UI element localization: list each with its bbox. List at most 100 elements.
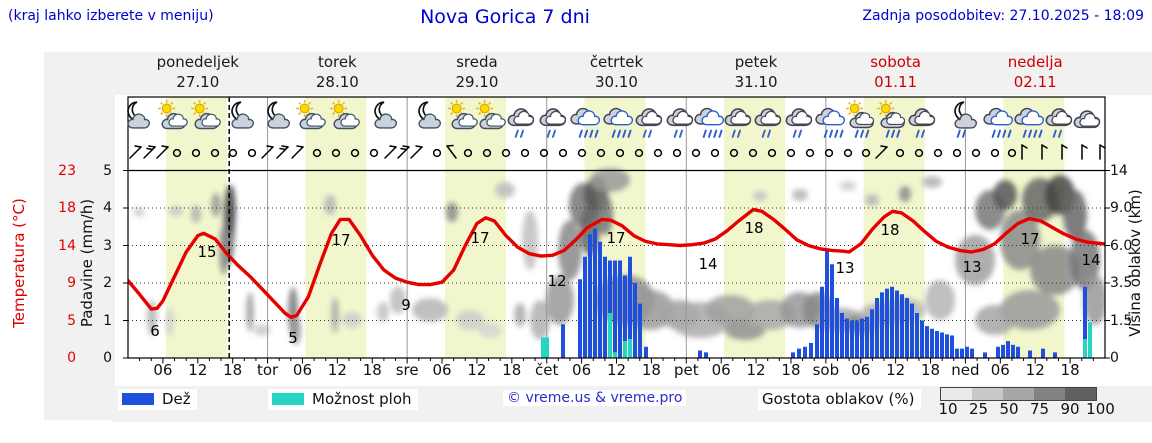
tick-label: 2 [103, 275, 112, 291]
copyright-text: © vreme.us & vreme.pro [503, 390, 687, 406]
svg-text:15: 15 [197, 243, 216, 261]
weather-icon-mc [259, 99, 295, 139]
day-header-torek: torek 28.10 [315, 53, 359, 91]
day-header-band: ponedeljek 27.10 torek 28.10 sreda 29.10 četrt… [113, 52, 1152, 95]
weather-icon-sr [844, 99, 880, 139]
left-axis-gutter [44, 52, 115, 420]
wind-barb-icon [127, 143, 145, 161]
weather-icon-c [1070, 99, 1106, 139]
wind-calm-icon [668, 143, 686, 161]
time-tick-label: čet [535, 361, 559, 379]
wind-calm-icon [187, 143, 205, 161]
weather-icon-r [782, 99, 818, 139]
wind-calm-icon [554, 143, 572, 161]
temperature-value-labels: 6 15 5 17 9 17 12 17 14 18 13 18 13 17 14 [150, 219, 1100, 347]
cloud-density-number: 25 [968, 400, 989, 418]
svg-text:12: 12 [547, 272, 566, 290]
day-header-nedelja: nedelja 02.11 [1007, 53, 1063, 91]
wind-calm-icon [206, 143, 224, 161]
wind-calm-icon [497, 143, 515, 161]
wind-barb-icon [1073, 143, 1091, 161]
cloud-density-step [972, 388, 1003, 400]
day-header-četrtek: četrtek 30.10 [589, 53, 644, 91]
wind-barb-icon [382, 143, 400, 161]
wind-calm-icon [687, 143, 705, 161]
cloud-density-number: 100 [1086, 400, 1115, 418]
wind-calm-icon [948, 143, 966, 161]
cloud-density-step [1065, 388, 1096, 400]
wind-barb-icon [443, 143, 461, 161]
svg-text:17: 17 [606, 229, 625, 247]
cloud-density-number: 10 [938, 400, 958, 418]
weather-icon-sc [328, 99, 364, 139]
weather-icon-hr [601, 99, 637, 139]
wind-calm-icon [346, 143, 364, 161]
wind-calm-icon [535, 143, 553, 161]
temperature-curve [128, 207, 1105, 319]
wind-calm-icon [929, 143, 947, 161]
svg-text:17: 17 [470, 229, 489, 247]
cloud-density-step [941, 388, 972, 400]
time-tick-label: 06 [292, 361, 312, 379]
wind-calm-icon [428, 143, 446, 161]
wind-barb-icon [154, 143, 172, 161]
day-header-petek: petek 31.10 [734, 53, 778, 91]
tick-label: 0 [103, 350, 112, 366]
time-tick-label: 18 [1060, 361, 1080, 379]
wind-calm-icon [820, 143, 838, 161]
wind-calm-icon [573, 143, 591, 161]
time-tick-label: 18 [781, 361, 801, 379]
wind-calm-icon [782, 143, 800, 161]
wind-calm-icon [365, 143, 383, 161]
tick-label: 3.5 [1110, 275, 1133, 291]
svg-text:13: 13 [835, 259, 854, 277]
tick-label: 23 [58, 162, 76, 179]
wind-barb-icon [1053, 143, 1071, 161]
tick-label: 1 [103, 312, 112, 329]
weather-icon-mc [366, 99, 402, 139]
page-title: Nova Gorica 7 dni [420, 6, 590, 28]
tick-label: 4 [103, 200, 112, 216]
svg-text:17: 17 [1020, 230, 1039, 248]
wind-calm-icon [763, 143, 781, 161]
weather-icon-hr [981, 99, 1017, 139]
wind-calm-icon [649, 143, 667, 161]
wind-calm-icon [891, 143, 909, 161]
weather-icon-sc [294, 99, 330, 139]
weather-icon-mc [410, 99, 446, 139]
time-tick-label: 06 [572, 361, 592, 379]
tick-label: 0 [1110, 350, 1119, 366]
rain-bars [541, 228, 1092, 358]
wind-calm-icon [630, 143, 648, 161]
wind-barb-icon [1091, 143, 1109, 161]
weather-icon-mc [223, 99, 259, 139]
wind-barb-icon [1033, 143, 1051, 161]
time-tick-label: 06 [711, 361, 731, 379]
svg-text:9: 9 [401, 296, 411, 314]
time-tick-label: sob [812, 361, 840, 379]
time-tick-label: 18 [502, 361, 522, 379]
time-tick-label: 12 [606, 361, 627, 379]
wind-calm-icon [725, 143, 743, 161]
time-tick-label: 12 [327, 361, 347, 379]
location-menu-hint: (kraj lahko izberete v meniju) [8, 8, 214, 24]
wind-calm-icon [224, 143, 242, 161]
tick-label: 1.5 [1110, 312, 1133, 329]
tick-label: 9 [67, 275, 76, 291]
wind-calm-icon [478, 143, 496, 161]
weather-icon-r [751, 99, 787, 139]
svg-text:13: 13 [962, 258, 981, 276]
tick-label: 6.0 [1110, 237, 1133, 254]
weather-icon-sr [875, 99, 911, 139]
wind-calm-icon [801, 143, 819, 161]
time-tick-label: sre [395, 361, 419, 379]
wind-calm-icon [516, 143, 534, 161]
weather-icon-sc [189, 99, 225, 139]
cloud-density-step [1034, 388, 1065, 400]
weather-icon-sc [156, 99, 192, 139]
weather-icon-r [504, 99, 540, 139]
wind-barb-icon [289, 143, 307, 161]
last-update-text: Zadnja posodobitev: 27.10.2025 - 18:09 [862, 8, 1144, 24]
